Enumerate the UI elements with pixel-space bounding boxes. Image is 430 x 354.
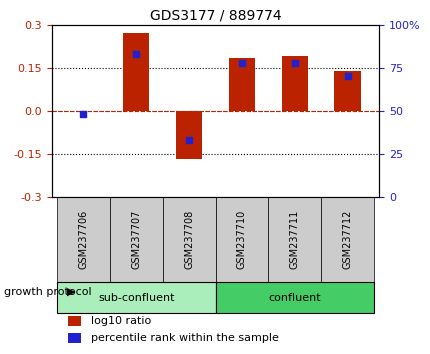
FancyBboxPatch shape [110,196,162,282]
Bar [123,33,149,111]
Text: growth protocol: growth protocol [4,287,92,297]
Bar [175,111,202,159]
Text: confluent: confluent [268,292,320,303]
FancyBboxPatch shape [215,196,268,282]
Point [132,51,139,57]
Point [80,111,87,117]
Title: GDS3177 / 889774: GDS3177 / 889774 [149,8,281,22]
FancyBboxPatch shape [162,196,215,282]
Bar [228,58,255,111]
FancyBboxPatch shape [57,196,110,282]
Text: log10 ratio: log10 ratio [91,316,151,326]
Bar [334,70,360,111]
Text: GSM237710: GSM237710 [237,210,246,269]
Point [343,74,350,79]
FancyBboxPatch shape [268,196,320,282]
Bar [281,56,307,111]
Text: GSM237706: GSM237706 [78,210,88,269]
Text: GSM237707: GSM237707 [131,210,141,269]
Point [185,137,192,143]
FancyBboxPatch shape [57,282,215,313]
Bar [68,333,81,343]
Bar [68,316,81,326]
Point [291,60,298,65]
Text: GSM237712: GSM237712 [342,210,352,269]
Text: sub-confluent: sub-confluent [98,292,174,303]
FancyBboxPatch shape [320,196,373,282]
Text: GSM237708: GSM237708 [184,210,194,269]
Text: GSM237711: GSM237711 [289,210,299,269]
Text: ▶: ▶ [67,287,75,297]
Point [238,60,245,65]
Text: percentile rank within the sample: percentile rank within the sample [91,333,278,343]
FancyBboxPatch shape [215,282,373,313]
